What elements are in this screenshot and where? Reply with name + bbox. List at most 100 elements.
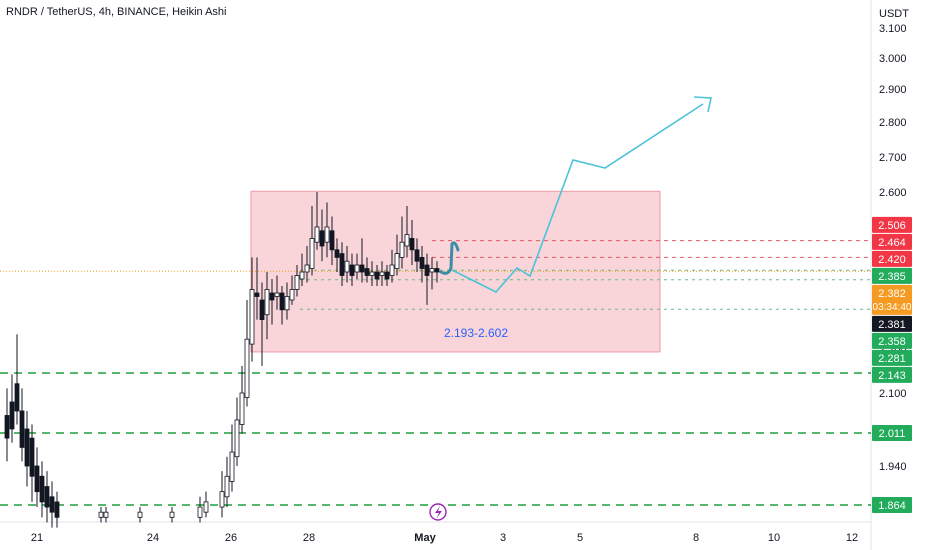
candle-body <box>249 289 255 345</box>
candle-body <box>137 511 143 518</box>
price-label-box <box>872 425 912 441</box>
price-label-box <box>872 315 912 332</box>
price-tick-label: 2.600 <box>879 187 907 199</box>
candle-body <box>334 249 340 258</box>
price-tick-label: 2.900 <box>879 84 907 96</box>
price-label-text: 2.420 <box>878 254 906 266</box>
candle-body <box>98 511 104 518</box>
countdown-label: 03:34:40 <box>873 302 912 313</box>
price-label-text: 2.385 <box>878 271 906 283</box>
candle-body <box>49 496 55 513</box>
candle-body <box>304 264 310 273</box>
price-tick-label: 1.940 <box>879 461 907 473</box>
time-tick-label: 3 <box>500 532 506 544</box>
hook-annotation-icon <box>439 241 460 275</box>
price-label-text: 2.011 <box>879 428 906 440</box>
candle-body <box>354 264 360 273</box>
price-label-text: 1.864 <box>878 500 906 512</box>
candle-body <box>9 401 15 430</box>
candle-body <box>239 392 245 425</box>
candle-body <box>414 249 420 262</box>
price-label-box <box>872 284 912 315</box>
candle-body <box>294 275 300 290</box>
candle-body <box>434 268 440 273</box>
candle-body <box>234 419 240 458</box>
candle-body <box>34 465 40 493</box>
price-label-text: 2.381 <box>878 319 906 331</box>
candle-body <box>224 475 230 498</box>
price-tick-label: 3.100 <box>879 23 907 35</box>
candle-body <box>279 292 285 311</box>
time-tick-label: May <box>414 532 436 544</box>
projection-path[interactable] <box>451 103 704 293</box>
candle-body <box>229 451 235 482</box>
price-label-text: 2.358 <box>878 336 906 348</box>
price-tick-label: 2.700 <box>879 152 907 164</box>
candle-body <box>197 506 203 518</box>
candle-body <box>39 475 45 503</box>
price-label-text: 2.506 <box>878 220 906 232</box>
candle-body <box>329 230 335 251</box>
candle-body <box>203 501 209 513</box>
price-label-text: 2.281 <box>878 353 906 365</box>
price-tick-label: 2.100 <box>879 388 907 400</box>
candle-body <box>4 415 10 439</box>
candle-body <box>289 289 295 301</box>
candle-body <box>399 241 405 258</box>
candle-body <box>409 237 415 251</box>
candle-body <box>404 234 410 247</box>
candles <box>4 192 440 528</box>
candle-body <box>344 260 350 273</box>
candle-body <box>369 271 375 276</box>
candle-body <box>169 511 175 518</box>
candle-body <box>244 338 250 398</box>
price-label-text: 2.464 <box>878 237 906 249</box>
candle-body <box>349 264 355 276</box>
price-label-box <box>872 366 912 383</box>
candle-body <box>299 271 305 280</box>
candle-body <box>269 292 275 301</box>
price-label-text: 2.382 <box>878 288 906 300</box>
time-tick-label: 26 <box>225 532 237 544</box>
price-label-box <box>872 233 912 250</box>
candle-body <box>44 486 50 508</box>
price-label-box <box>872 349 912 366</box>
time-tick-label: 10 <box>768 532 780 544</box>
price-tick-label: 3.000 <box>879 53 907 65</box>
events-lightning-icon[interactable] <box>429 503 447 521</box>
candle-body <box>29 437 35 477</box>
candle-body <box>419 256 425 269</box>
candle-body <box>429 268 435 273</box>
candle-body <box>319 230 325 247</box>
price-axis-labels: 2.506 2.464 2.420 2.385 2.382 03:34:40 2.381 2.… <box>872 216 912 513</box>
candle-body <box>389 264 395 276</box>
time-tick-label: 5 <box>577 532 583 544</box>
candle-body <box>374 271 380 280</box>
price-label-box <box>872 250 912 267</box>
candle-body <box>309 237 315 269</box>
price-label-text: 2.143 <box>878 370 906 382</box>
candle-body <box>379 271 385 276</box>
time-tick-label: 8 <box>693 532 699 544</box>
time-tick-label: 28 <box>303 532 315 544</box>
candle-body <box>339 253 345 276</box>
candle-body <box>219 491 225 508</box>
candle-body <box>274 292 280 297</box>
candle-body <box>424 264 430 276</box>
zone-range-label: 2.193-2.602 <box>444 326 508 340</box>
candle-body <box>324 226 330 243</box>
price-label-box <box>872 332 912 349</box>
projection-arrowhead <box>693 96 712 113</box>
price-label-box <box>872 267 912 284</box>
candle-body <box>314 226 320 243</box>
candle-body <box>264 289 270 316</box>
price-label-box <box>872 216 912 233</box>
price-axis-unit: USDT <box>879 8 909 20</box>
candle-body <box>259 299 265 321</box>
price-label-box <box>872 497 912 513</box>
candle-body <box>254 292 260 297</box>
candle-body <box>103 511 109 518</box>
candle-body <box>284 296 290 311</box>
candle-body <box>394 253 400 269</box>
